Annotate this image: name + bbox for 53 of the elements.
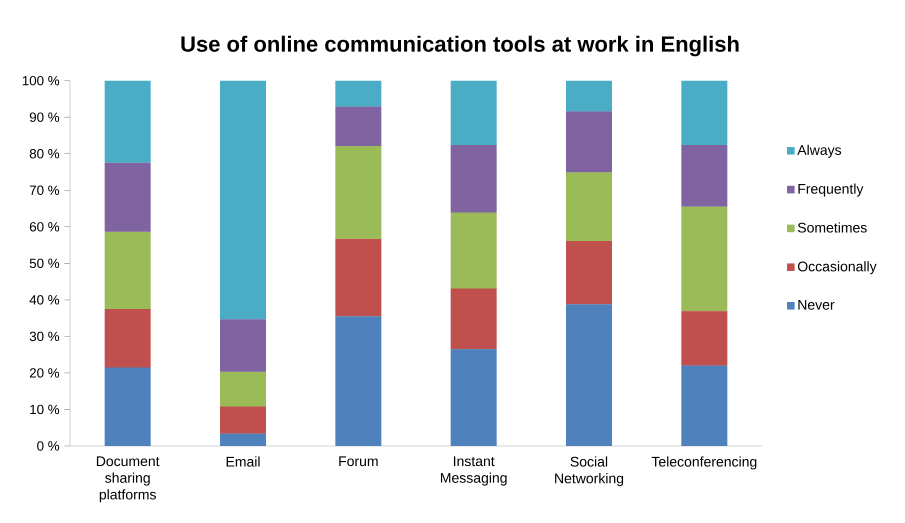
bar bbox=[104, 80, 151, 163]
y-tick-label: 40 % bbox=[30, 295, 60, 305]
bar bbox=[220, 434, 266, 446]
bar bbox=[450, 144, 497, 213]
x-tick-label: Teleconferencing bbox=[652, 456, 756, 470]
bar bbox=[566, 304, 612, 446]
y-tick-label: 70 % bbox=[30, 186, 60, 195]
bar bbox=[104, 308, 151, 368]
bar bbox=[104, 367, 151, 446]
x-tick-label: Email bbox=[226, 456, 260, 467]
bar bbox=[335, 106, 382, 146]
x-tick-label: Instant Messaging bbox=[440, 456, 507, 486]
y-tick-label: 90 % bbox=[30, 112, 60, 122]
bar bbox=[220, 372, 266, 407]
legend-label: Always bbox=[797, 144, 842, 158]
bar bbox=[335, 316, 382, 446]
y-tick-label: 30 % bbox=[30, 332, 60, 342]
y-tick-label: 10 % bbox=[30, 404, 60, 414]
bar bbox=[104, 162, 151, 232]
x-tick-label: Forum bbox=[339, 456, 378, 466]
bar bbox=[335, 238, 382, 316]
x-tick-label: Document sharing platforms bbox=[96, 456, 160, 502]
bar bbox=[566, 172, 612, 242]
y-tick-label: 100 % bbox=[22, 76, 60, 86]
y-tick-label: 20 % bbox=[30, 368, 60, 378]
legend-label: Frequently bbox=[798, 184, 864, 197]
bar bbox=[681, 206, 728, 312]
bar bbox=[220, 80, 266, 320]
y-tick-label: 0 % bbox=[37, 441, 60, 451]
chart-title: Use of online communication tools at work in English bbox=[181, 36, 739, 56]
y-tick-label: 50 % bbox=[30, 258, 60, 268]
bar bbox=[681, 80, 728, 145]
bar bbox=[450, 80, 497, 145]
legend-label: Occasionally bbox=[798, 261, 877, 274]
y-tick-label: 80 % bbox=[30, 149, 60, 158]
bar bbox=[335, 80, 382, 107]
bar bbox=[335, 146, 382, 239]
bar bbox=[566, 241, 612, 304]
bar bbox=[681, 366, 728, 446]
bar bbox=[566, 111, 612, 172]
bar bbox=[220, 406, 266, 434]
bar bbox=[450, 349, 497, 446]
bar bbox=[566, 80, 612, 112]
x-tick-label: Social Networking bbox=[555, 456, 624, 486]
bar bbox=[681, 311, 728, 366]
legend-label: Never bbox=[798, 300, 834, 310]
y-tick-label: 60 % bbox=[30, 222, 60, 232]
bar bbox=[450, 212, 497, 289]
bar bbox=[104, 232, 151, 309]
bar bbox=[220, 319, 266, 372]
bar bbox=[681, 144, 728, 207]
legend-label: Sometimes bbox=[798, 222, 867, 233]
bar bbox=[450, 288, 497, 350]
